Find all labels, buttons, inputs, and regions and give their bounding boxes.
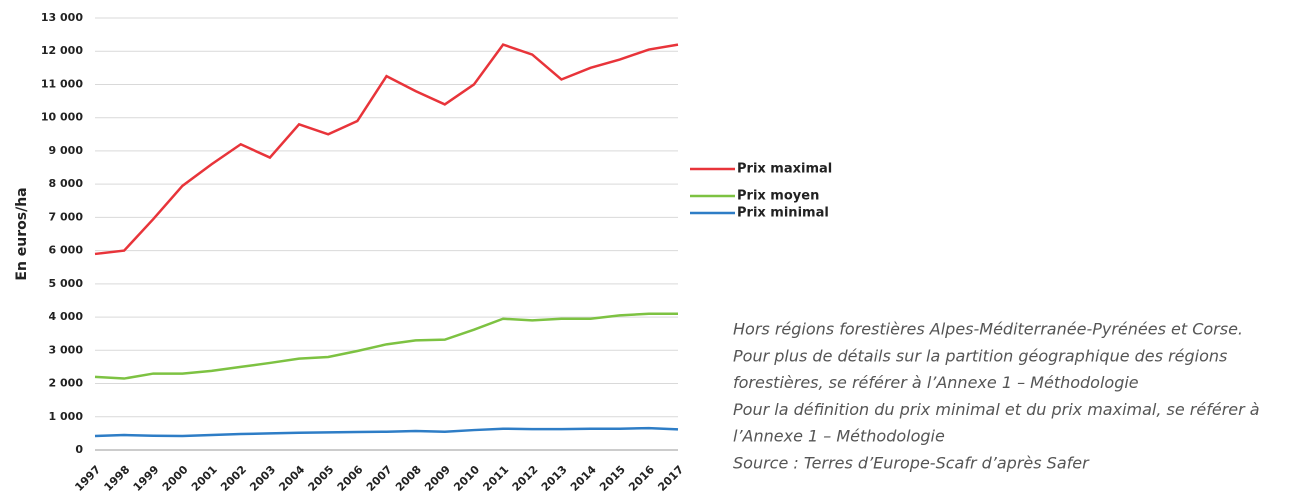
x-tick-label: 2010 [451,463,482,494]
x-tick-label: 2002 [218,463,249,494]
x-tick-label: 1997 [72,463,103,494]
y-tick-label: 5 000 [49,277,84,290]
line [94,312,678,380]
x-tick-label: 2001 [189,463,220,494]
x-tick-label: 2008 [393,463,424,494]
y-tick-label: 3 000 [49,343,84,356]
legend-label: Prix minimal [737,206,829,221]
y-tick-label: 7 000 [49,210,84,223]
note: forestières, se référer à l’Annexe 1 – M… [733,373,1139,392]
line [94,426,679,438]
x-tick-label: 2005 [306,463,337,494]
y-tick-label: 4 000 [49,310,84,323]
x-tick-label: 2012 [510,463,541,494]
note: Pour la définition du prix minimal et du… [733,400,1260,419]
x-tick-label: 2000 [160,463,191,494]
y-tick-label: 12 000 [41,44,83,57]
line [94,43,679,256]
x-tick-label: 2017 [655,463,686,494]
x-tick-label: 2007 [364,463,395,494]
legend-label: Prix moyen [737,189,819,204]
x-tick-label: 2015 [597,463,628,494]
x-tick-label: 2009 [422,463,453,494]
y-tick-label: 9 000 [49,144,84,157]
x-tick-label: 2006 [335,463,366,494]
x-tick-label: 2014 [568,463,599,494]
x-tick-label: 2011 [480,463,511,494]
y-tick-label: 8 000 [49,177,84,190]
legend-label: Prix maximal [737,162,832,177]
y-tick-label: 13 000 [41,11,83,24]
y-tick-label: 1 000 [49,410,84,423]
y-tick-label: 0 [75,443,83,456]
note: Source : Terres d’Europe-Scafr d’après S… [733,454,1090,473]
x-tick-label: 1999 [131,463,162,494]
x-tick-label: 2013 [539,463,570,494]
note: Pour plus de détails sur la partition gé… [733,346,1227,365]
x-tick-label: 2004 [276,463,307,494]
y-tick-label: 6 000 [49,244,84,257]
y-axis-label: En euros/ha [14,187,30,280]
x-tick-label: 1998 [102,463,133,494]
y-tick-label: 11 000 [41,77,83,90]
note: l’Annexe 1 – Méthodologie [733,427,945,446]
x-tick-label: 2003 [247,463,278,494]
y-tick-label: 2 000 [49,377,84,390]
y-tick-label: 10 000 [41,111,83,124]
x-tick-label: 2016 [626,463,657,494]
note: Hors régions forestières Alpes-Méditerra… [733,320,1243,339]
